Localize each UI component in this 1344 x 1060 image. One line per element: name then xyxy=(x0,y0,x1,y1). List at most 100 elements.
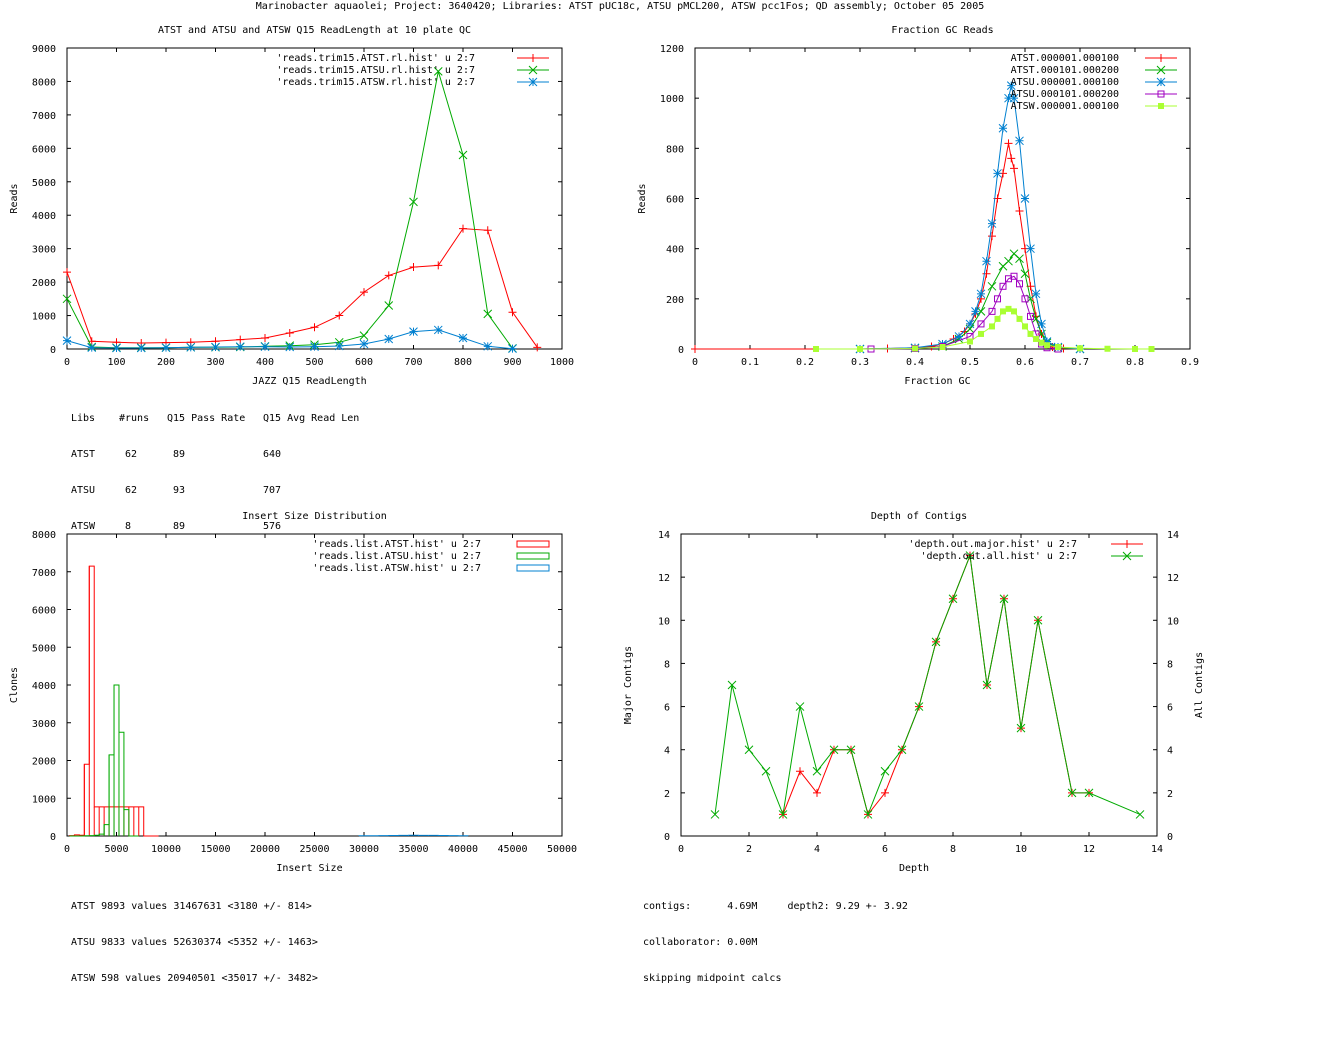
x-tick-label: 12 xyxy=(1083,844,1095,855)
data-point xyxy=(1009,93,1019,103)
data-point xyxy=(459,224,467,233)
data-point xyxy=(987,281,997,291)
data-point xyxy=(384,301,394,310)
x-tick-label: 300 xyxy=(206,357,224,368)
insert-stats-line: ATSU 9833 values 52630374 <5352 +/- 1463… xyxy=(71,937,318,948)
data-point xyxy=(335,311,344,320)
data-point xyxy=(998,123,1008,133)
data-point xyxy=(1020,269,1030,279)
data-point xyxy=(161,343,171,353)
chart-gc: 0 0.1 0.2 0.3 0.4 0.5 0.6 0.7 0.8 0.9 0 200 400 600 80… xyxy=(637,25,1199,387)
x-tick-label: 0 xyxy=(692,357,698,368)
legend-label: 'reads.trim15.ATSU.rl.hist' u 2:7 xyxy=(276,65,475,76)
y-tick-label: 9000 xyxy=(32,44,56,55)
data-point xyxy=(829,745,839,755)
y-tick-label: 14 xyxy=(658,530,670,541)
data-point xyxy=(1027,312,1034,320)
x-tick-label: 0.8 xyxy=(1126,357,1144,368)
legend-label: 'reads.list.ATST.hist' u 2:7 xyxy=(312,539,481,550)
y2-tick-label: 10 xyxy=(1167,616,1179,627)
data-point xyxy=(994,315,1001,322)
legend-label: 'reads.trim15.ATSW.rl.hist' u 2:7 xyxy=(276,77,475,88)
data-point xyxy=(965,551,975,560)
series-1 xyxy=(69,684,139,837)
stats-runs: 62 xyxy=(125,485,138,496)
y-axis-label: Major Contigs xyxy=(623,646,634,724)
data-point xyxy=(971,307,980,316)
data-point xyxy=(1033,335,1039,342)
data-point xyxy=(880,766,890,776)
data-point xyxy=(1000,308,1006,315)
data-point xyxy=(1016,723,1026,733)
data-point xyxy=(795,702,805,711)
stats-runs: 8 xyxy=(125,521,132,532)
stats-pass: 89 xyxy=(173,449,186,460)
y-tick-label: 4000 xyxy=(32,681,56,692)
data-point xyxy=(528,65,538,75)
data-point xyxy=(533,343,542,352)
data-point xyxy=(62,294,72,304)
histogram-outline xyxy=(358,834,469,837)
data-point xyxy=(863,810,873,819)
y-tick-label: 7000 xyxy=(32,111,56,122)
data-point xyxy=(359,339,369,349)
x-tick-label: 200 xyxy=(157,357,175,368)
series-line xyxy=(782,553,1089,816)
y-tick-label: 7000 xyxy=(32,568,56,579)
data-point xyxy=(1132,346,1138,352)
x-tick-label: 1000 xyxy=(550,357,574,368)
data-point xyxy=(1042,337,1052,346)
data-point xyxy=(954,332,964,341)
data-point xyxy=(1015,254,1024,264)
data-point xyxy=(976,289,986,299)
y-tick-label: 3000 xyxy=(32,245,56,256)
series-4 xyxy=(813,305,1155,352)
stats-avg: 576 xyxy=(263,521,282,532)
data-point xyxy=(1123,540,1131,548)
x-tick-label: 0 xyxy=(64,844,70,855)
stats-runs: 62 xyxy=(125,449,138,460)
data-point xyxy=(409,197,418,207)
legend-label: 'reads.list.ATSW.hist' u 2:7 xyxy=(312,563,481,574)
chart-insert: 0 5000 10000 15000 20000 25000 30000 35000 40000… xyxy=(9,511,577,874)
data-point xyxy=(813,788,821,797)
series-line xyxy=(870,275,1059,350)
series-0 xyxy=(63,224,542,352)
stats-header-runs: #runs xyxy=(119,413,150,424)
data-point xyxy=(310,342,319,352)
stats-pass: 93 xyxy=(173,485,186,496)
chart-title: Depth of Contigs xyxy=(871,511,967,522)
y-tick-label: 2000 xyxy=(32,757,56,768)
stats-row: ATSU 62 93 707 xyxy=(71,485,359,497)
data-point xyxy=(989,323,995,330)
legend-label: 'depth.out.major.hist' u 2:7 xyxy=(908,539,1077,550)
data-point xyxy=(927,342,936,351)
data-point xyxy=(1157,90,1165,98)
data-point xyxy=(761,766,771,776)
y-tick-label: 4000 xyxy=(32,211,56,222)
data-point xyxy=(978,330,984,337)
x-tick-label: 20000 xyxy=(250,844,280,855)
y-tick-label: 12 xyxy=(658,573,670,584)
data-point xyxy=(999,594,1009,604)
x-tick-label: 600 xyxy=(355,357,373,368)
stats-avg: 707 xyxy=(263,485,282,496)
data-point xyxy=(136,343,146,353)
y-tick-label: 200 xyxy=(666,295,684,306)
data-point xyxy=(1007,154,1016,163)
series-2 xyxy=(358,834,469,837)
data-point xyxy=(988,307,996,315)
legend-label: 'reads.trim15.ATST.rl.hist' u 2:7 xyxy=(276,53,475,64)
legend-swatch xyxy=(516,564,550,572)
data-point xyxy=(1010,164,1018,173)
data-point xyxy=(458,333,468,343)
x-tick-label: 800 xyxy=(454,357,472,368)
data-point xyxy=(211,342,220,352)
data-point xyxy=(931,637,941,647)
legend-label: 'reads.list.ATSU.hist' u 2:7 xyxy=(312,551,481,562)
y-tick-label: 10 xyxy=(658,616,670,627)
x-tick-label: 0.6 xyxy=(1016,357,1034,368)
stats-row: ATST 62 89 640 xyxy=(71,449,359,461)
x-tick-label: 0.7 xyxy=(1071,357,1089,368)
y-tick-label: 400 xyxy=(666,245,684,256)
